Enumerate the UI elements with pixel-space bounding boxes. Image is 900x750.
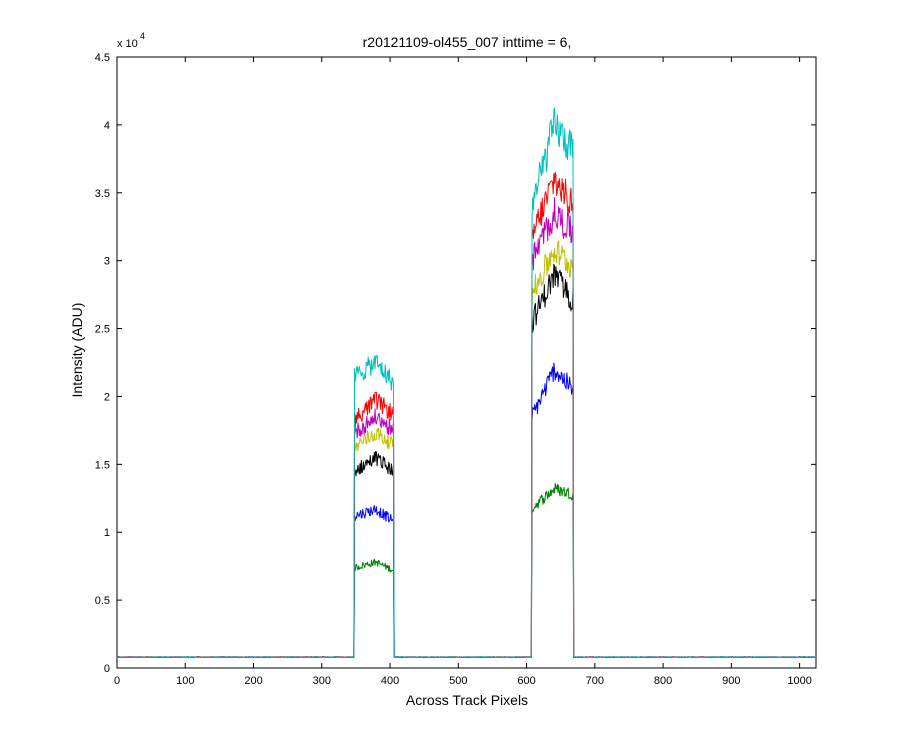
- x-tick-label: 200: [244, 675, 262, 687]
- x-tick-label: 600: [517, 675, 535, 687]
- series-line-7: [116, 107, 817, 659]
- y-axis-ticks: 0 0.5 1 1.5 2 2.5 3 3.5 4 4.5: [95, 52, 816, 675]
- x-tick-label: 400: [381, 675, 399, 687]
- y-axis-label: Intensity (ADU): [69, 303, 85, 398]
- x-tick-label: 100: [176, 675, 194, 687]
- x-axis-label: Across Track Pixels: [406, 692, 528, 708]
- x-tick-label: 1000: [787, 675, 811, 687]
- y-tick-label: 4: [104, 120, 110, 132]
- y-tick-label: 3: [104, 256, 110, 268]
- y-tick-label: 0: [104, 663, 110, 675]
- y-exponent-power: 4: [140, 31, 145, 41]
- chart-title: r20121109-ol455_007 inttime = 6,: [363, 34, 572, 50]
- x-tick-label: 700: [586, 675, 604, 687]
- axes-box: [116, 56, 817, 669]
- y-tick-label: 0.5: [95, 595, 110, 607]
- y-tick-label: 4.5: [95, 52, 110, 64]
- plot-area: [116, 56, 817, 669]
- x-tick-label: 800: [654, 675, 672, 687]
- series-layer: [116, 107, 817, 659]
- x-tick-label: 0: [114, 675, 120, 687]
- y-tick-label: 3.5: [95, 188, 110, 200]
- y-tick-label: 2.5: [95, 324, 110, 336]
- y-tick-label: 1.5: [95, 459, 110, 471]
- x-tick-label: 900: [722, 675, 740, 687]
- x-tick-label: 500: [449, 675, 467, 687]
- y-exponent-base: x 10: [117, 38, 138, 50]
- x-axis-ticks: 0 100 200 300 400 500 600 700 800 900 1000: [114, 57, 812, 687]
- y-tick-label: 2: [104, 391, 110, 403]
- x-tick-label: 300: [313, 675, 331, 687]
- y-tick-label: 1: [104, 527, 110, 539]
